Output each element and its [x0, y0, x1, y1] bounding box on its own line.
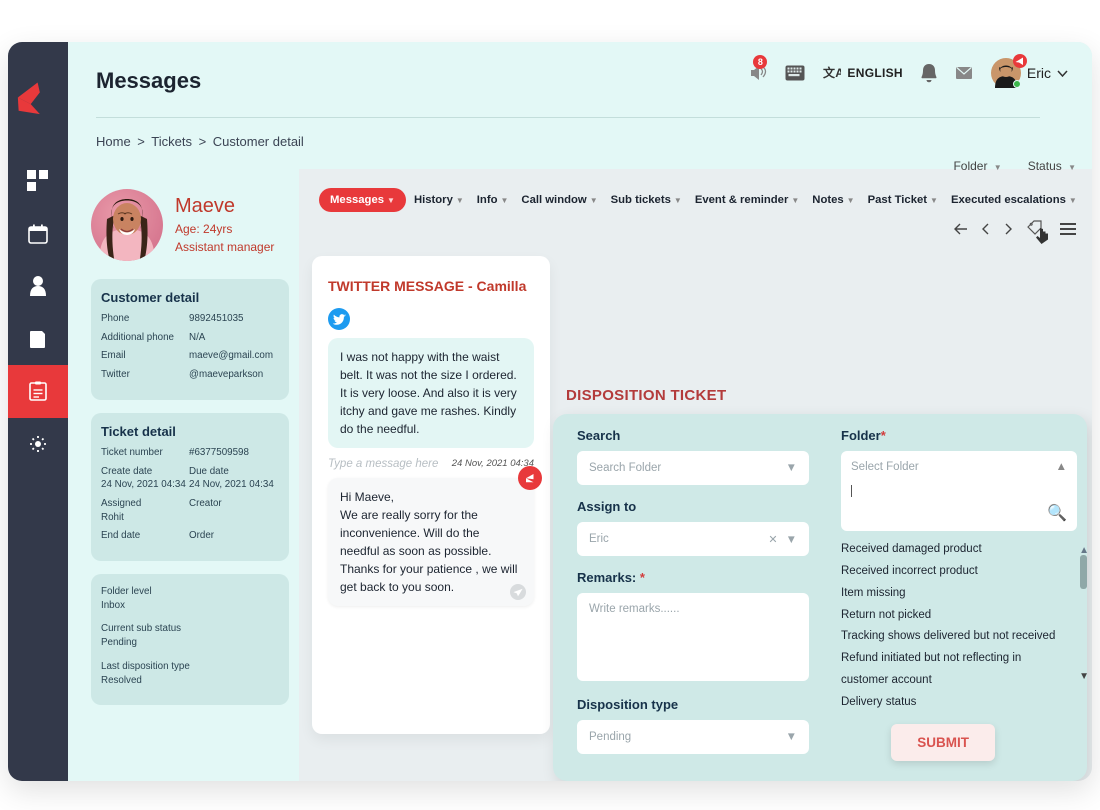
svg-text:文A: 文A	[823, 65, 841, 80]
